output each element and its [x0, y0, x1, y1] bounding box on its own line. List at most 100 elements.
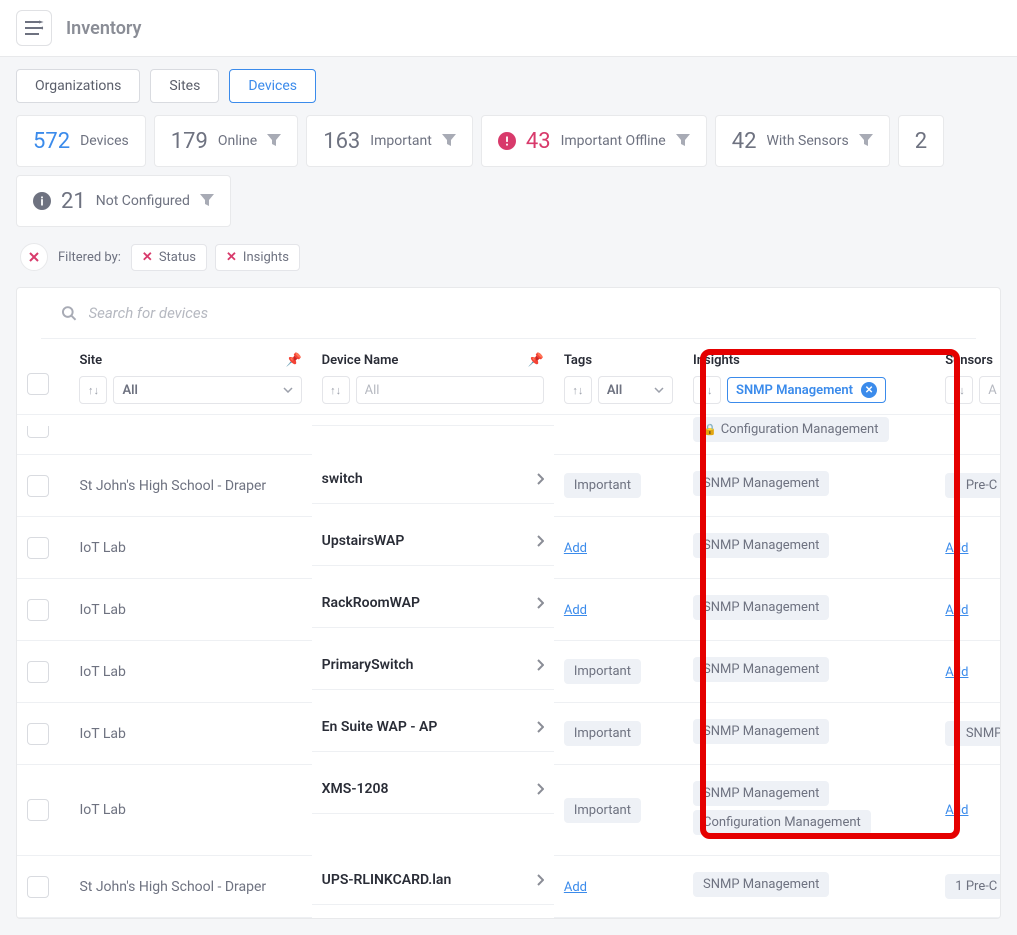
device-cell[interactable]: UpstairsWAP: [312, 517, 554, 566]
sensors-cell: Add: [935, 641, 1001, 703]
page-title: Inventory: [66, 18, 141, 39]
nav-tab-sites[interactable]: Sites: [150, 69, 219, 103]
row-checkbox[interactable]: [27, 661, 49, 683]
add-sensor-link[interactable]: Add: [945, 541, 968, 556]
add-tag-link[interactable]: Add: [564, 880, 587, 895]
stat-label: With Sensors: [766, 133, 848, 149]
sort-button[interactable]: ↑↓: [564, 376, 592, 404]
alert-icon: [498, 132, 516, 150]
pin-icon[interactable]: 📌: [285, 353, 301, 368]
page-header: Inventory: [0, 0, 1017, 57]
device-cell[interactable]: switch: [312, 455, 554, 504]
row-checkbox[interactable]: [27, 723, 49, 745]
tags-filter-dropdown[interactable]: All: [598, 376, 673, 404]
table-row: IoT LabXMS-1208ImportantSNMP ManagementC…: [17, 765, 1001, 856]
stat-count: 43: [526, 129, 551, 154]
row-checkbox[interactable]: [27, 876, 49, 898]
device-cell[interactable]: PrimarySwitch: [312, 641, 554, 690]
device-filter-input[interactable]: [356, 376, 544, 404]
device-name: UpstairsWAP: [322, 533, 405, 549]
tags-cell: Add: [554, 517, 683, 579]
filter-icon[interactable]: [267, 134, 281, 148]
chevron-right-icon[interactable]: [536, 874, 544, 886]
site-cell: IoT Lab: [69, 641, 311, 703]
insight-badge: SNMP Management: [693, 781, 829, 806]
nav-tab-organizations[interactable]: Organizations: [16, 69, 140, 103]
stat-card[interactable]: 2: [898, 115, 944, 167]
device-cell[interactable]: RackRoomWAP: [312, 579, 554, 628]
pin-icon[interactable]: 📌: [528, 353, 544, 368]
insight-badge: Configuration Management: [693, 417, 888, 442]
filter-chip-status[interactable]: ✕Status: [131, 244, 207, 271]
device-name: switch: [322, 471, 363, 487]
nav-tabs: Organizations Sites Devices: [0, 57, 1017, 103]
tags-header-label: Tags: [564, 353, 592, 368]
stat-label: Online: [218, 133, 257, 149]
device-cell[interactable]: [312, 415, 554, 426]
stat-card[interactable]: 21Not Configured: [16, 175, 231, 227]
col-sensors: Sensors ↑↓: [935, 339, 1001, 415]
chevron-right-icon[interactable]: [536, 535, 544, 547]
nav-tab-devices[interactable]: Devices: [229, 69, 316, 103]
stat-card[interactable]: 572Devices: [16, 115, 146, 167]
site-filter-dropdown[interactable]: All: [113, 376, 301, 404]
tags-cell: [554, 415, 683, 455]
stat-card[interactable]: 43 Important Offline: [481, 115, 707, 167]
table-row: IoT LabEn Suite WAP - APImportantSNMP Ma…: [17, 703, 1001, 765]
sort-button[interactable]: ↑↓: [693, 376, 721, 404]
sensors-header-label: Sensors: [945, 353, 993, 368]
chevron-right-icon[interactable]: [536, 659, 544, 671]
row-checkbox[interactable]: [27, 599, 49, 621]
table-row: IoT LabRackRoomWAPAddSNMP ManagementAdd: [17, 579, 1001, 641]
insight-badge: SNMP Management: [693, 471, 829, 496]
row-checkbox[interactable]: [27, 537, 49, 559]
row-checkbox[interactable]: [27, 475, 49, 497]
menu-icon: [24, 20, 44, 36]
stat-card[interactable]: 42With Sensors: [715, 115, 890, 167]
sort-button[interactable]: ↑↓: [945, 376, 973, 404]
add-sensor-link[interactable]: Add: [945, 665, 968, 680]
info-icon: [33, 192, 51, 210]
site-header-label: Site: [79, 353, 102, 368]
sensors-cell: 1 Pre-C: [935, 455, 1001, 517]
sensors-filter-input[interactable]: [979, 376, 1001, 404]
remove-chip-icon[interactable]: ✕: [226, 250, 237, 265]
search-input[interactable]: [89, 304, 956, 322]
remove-filter-icon[interactable]: ✕: [861, 382, 877, 398]
chevron-right-icon[interactable]: [536, 597, 544, 609]
tag-badge: Important: [564, 798, 641, 823]
select-all-checkbox[interactable]: [27, 373, 49, 395]
row-checkbox[interactable]: [27, 426, 49, 438]
sort-button[interactable]: ↑↓: [79, 376, 107, 404]
row-checkbox[interactable]: [27, 799, 49, 821]
insights-cell: SNMP Management: [683, 455, 935, 517]
filter-chip-insights[interactable]: ✕Insights: [215, 244, 300, 271]
add-sensor-link[interactable]: Add: [945, 803, 968, 818]
insights-filter-chip[interactable]: SNMP Management ✕: [727, 377, 886, 403]
filter-icon[interactable]: [676, 134, 690, 148]
filter-icon[interactable]: [859, 134, 873, 148]
clear-filters-button[interactable]: [20, 243, 48, 271]
add-tag-link[interactable]: Add: [564, 603, 587, 618]
chevron-right-icon[interactable]: [536, 721, 544, 733]
device-cell[interactable]: XMS-1208: [312, 765, 554, 814]
table-wrap: Site 📌 ↑↓ All Device: [17, 339, 1000, 918]
filter-icon[interactable]: [200, 194, 214, 208]
stat-card[interactable]: 163Important: [306, 115, 473, 167]
remove-chip-icon[interactable]: ✕: [142, 250, 153, 265]
chevron-right-icon[interactable]: [536, 783, 544, 795]
stat-card[interactable]: 179Online: [154, 115, 298, 167]
device-cell[interactable]: En Suite WAP - AP: [312, 703, 554, 752]
filter-icon[interactable]: [442, 134, 456, 148]
stat-count: 2: [915, 129, 927, 154]
chevron-right-icon[interactable]: [536, 473, 544, 485]
add-sensor-link[interactable]: Add: [945, 603, 968, 618]
insights-cell: SNMP Management: [683, 641, 935, 703]
insight-badge: SNMP Management: [693, 533, 829, 558]
add-tag-link[interactable]: Add: [564, 541, 587, 556]
sort-button[interactable]: ↑↓: [322, 376, 350, 404]
device-name: PrimarySwitch: [322, 657, 414, 673]
stat-label: Important Offline: [561, 133, 666, 149]
table-row: St John's High School - DraperswitchImpo…: [17, 455, 1001, 517]
menu-button[interactable]: [16, 10, 52, 46]
